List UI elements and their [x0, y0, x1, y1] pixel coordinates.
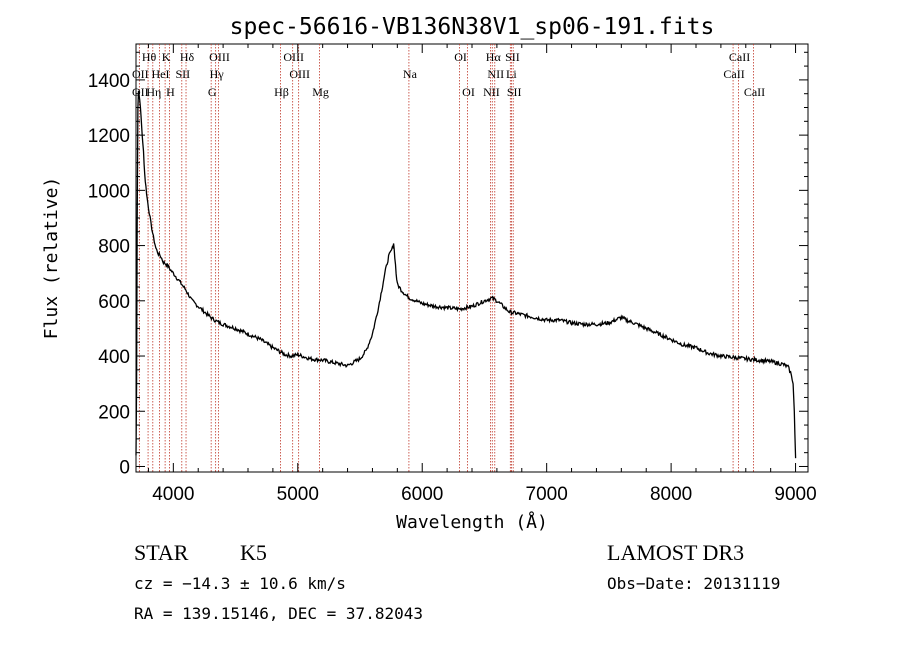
x-tick-label: 5000: [277, 484, 319, 505]
y-tick-label: 1200: [88, 126, 130, 147]
spectral-line-label: Hδ: [180, 50, 195, 64]
y-tick-label: 400: [98, 347, 130, 368]
spectrum-line: [135, 90, 797, 459]
chart-title: spec-56616-VB136N38V1_sp06-191.fits: [230, 14, 715, 40]
spectral-line-label: Hη: [146, 85, 161, 99]
x-tick-label: 9000: [774, 484, 816, 505]
y-tick-label: 1400: [88, 71, 130, 92]
ra-dec: RA = 139.15146, DEC = 37.82043: [134, 604, 423, 623]
spectral-line-label: OI: [462, 85, 475, 99]
spectral-line-label: HeI: [152, 67, 170, 81]
spectral-line-label: Na: [403, 67, 418, 81]
spectral-line-label: Hβ: [274, 85, 289, 99]
spectral-line-label: Mg: [312, 85, 329, 99]
spectral-line-label: H: [166, 85, 175, 99]
spectral-line-label: Li: [506, 67, 517, 81]
object-subclass: K5: [240, 540, 267, 565]
x-tick-label: 6000: [401, 484, 443, 505]
y-axis-label: Flux (relative): [41, 177, 62, 340]
spectral-line-label: OIII: [209, 50, 230, 64]
y-tick-label: 1000: [88, 181, 130, 202]
spectral-line-label: OIII: [283, 50, 304, 64]
redshift-cz: cz = −14.3 ± 10.6 km/s: [134, 574, 346, 593]
spectral-line-label: G: [208, 85, 217, 99]
y-tick-label: 0: [119, 457, 130, 478]
survey-name: LAMOST DR3: [607, 540, 744, 565]
spectral-line-label: SII: [507, 85, 522, 99]
obs-date: Obs−Date: 20131119: [607, 574, 780, 593]
spectral-line-label: OII: [132, 85, 149, 99]
spectral-line-label: OII: [132, 67, 149, 81]
axis-tick-labels: 4000 5000 6000 7000 8000 9000 0 200 400 600 800 100…: [88, 71, 817, 505]
x-axis-label: Wavelength (Å): [396, 511, 548, 533]
spectral-line-label: OI: [454, 50, 467, 64]
y-tick-label: 600: [98, 292, 130, 313]
x-tick-label: 4000: [152, 484, 194, 505]
spectral-line-label: SII: [175, 67, 190, 81]
spectral-line-label: SII: [505, 50, 520, 64]
plot-frame: [135, 43, 809, 473]
object-class: STAR: [134, 540, 189, 565]
spectral-line-label: Hθ: [142, 50, 157, 64]
spectral-line-label: CaII: [744, 85, 765, 99]
x-tick-label: 7000: [526, 484, 568, 505]
y-tick-label: 200: [98, 402, 130, 423]
spectral-line-label: Hγ: [210, 67, 225, 81]
spectral-line-label: Hα: [486, 50, 502, 64]
spectral-line-label: K: [162, 50, 171, 64]
spectral-line-markers: [138, 44, 754, 472]
spectral-line-label: CaII: [729, 50, 750, 64]
spectral-line-label: NII: [487, 67, 504, 81]
x-tick-label: 8000: [650, 484, 692, 505]
spectral-line-label: OIII: [289, 67, 310, 81]
y-tick-label: 800: [98, 237, 130, 258]
spectral-line-label: NII: [483, 85, 500, 99]
axis-ticks: [136, 44, 808, 472]
spectral-line-label: CaII: [723, 67, 744, 81]
